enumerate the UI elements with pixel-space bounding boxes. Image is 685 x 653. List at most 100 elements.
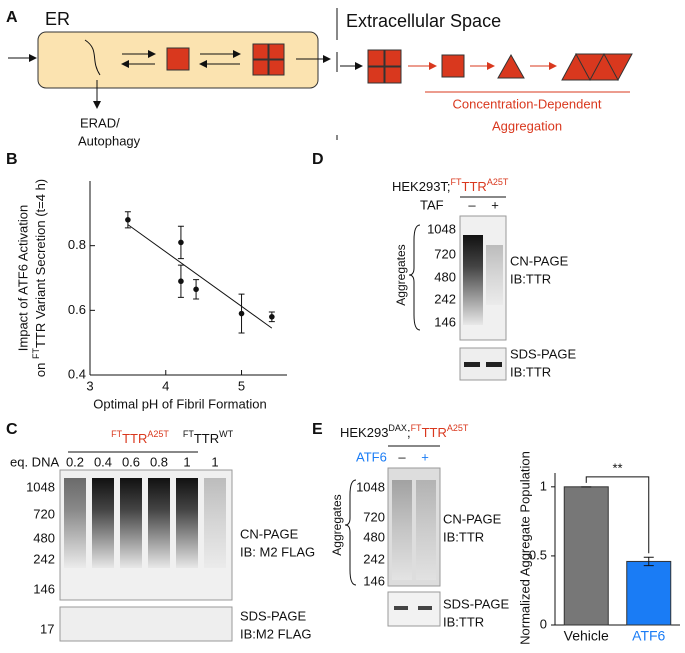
brace — [408, 224, 421, 331]
monomer — [166, 47, 190, 71]
superscript: FT — [451, 177, 462, 187]
marker: 720 — [33, 506, 55, 521]
superscript: FT — [411, 423, 422, 433]
point — [178, 239, 184, 246]
lane-label: 0.4 — [94, 454, 112, 469]
lane-label: 1 — [211, 454, 218, 469]
gel-label: SDS-PAGE — [510, 346, 577, 361]
aggregate — [561, 52, 633, 82]
treatment: ATF6 — [356, 449, 387, 464]
gel-label: IB:TTR — [510, 271, 551, 286]
panel-label: A — [6, 9, 18, 26]
brace — [344, 479, 357, 586]
construct-name: TTR — [462, 179, 487, 194]
panel-c: C FTTTRA25T FTTTRWT eq. DNA 0.2 0.4 0.6 0.8… — [6, 421, 315, 642]
aggregates-label: Aggregates — [330, 494, 344, 555]
y-tick-label: 1 — [540, 478, 547, 493]
marker: 720 — [434, 246, 456, 261]
aggregates-label: Aggregates — [394, 244, 408, 305]
band — [486, 362, 502, 367]
tetramer — [367, 49, 402, 84]
panel-label: E — [312, 421, 323, 438]
gel-label: IB:TTR — [443, 529, 484, 544]
y-tick-label: 0.4 — [68, 366, 86, 381]
y-tick-label: 0.8 — [68, 237, 86, 252]
misfolded — [497, 53, 525, 79]
marker: 146 — [33, 581, 55, 596]
gel — [59, 606, 233, 642]
x-axis-label: Optimal pH of Fibril Formation — [93, 396, 266, 411]
marker: 1048 — [26, 479, 55, 494]
lane-label: 0.8 — [150, 454, 168, 469]
band — [418, 606, 432, 610]
cell-name: HEK293 — [340, 425, 388, 440]
gel-lane — [392, 480, 412, 580]
gel-lane — [92, 478, 114, 568]
gel-label: CN-PAGE — [240, 526, 299, 541]
superscript: A25T — [487, 177, 509, 187]
lane-label: 0.6 — [122, 454, 140, 469]
superscript: A25T — [147, 429, 169, 439]
construct: FTTTRA25T — [111, 429, 169, 446]
marker: 1048 — [356, 479, 385, 494]
gel-label: CN-PAGE — [510, 253, 569, 268]
gel-lane — [463, 235, 483, 325]
gel-lane — [204, 478, 226, 568]
marker: 146 — [434, 314, 456, 329]
erad-label: Autophagy — [78, 133, 141, 148]
note: Aggregation — [492, 118, 562, 133]
gel-label: SDS-PAGE — [240, 608, 307, 623]
superscript: FT — [183, 429, 194, 439]
marker: 17 — [40, 621, 54, 636]
construct-name: TTR — [422, 425, 447, 440]
significance: ** — [612, 460, 622, 475]
x-tick-label: 3 — [86, 378, 93, 393]
unfolded-protein — [84, 39, 101, 76]
marker: 480 — [363, 529, 385, 544]
cell-line: HEK293T;FTTTRA25T — [392, 177, 509, 194]
marker: 480 — [33, 530, 55, 545]
tetramer — [252, 43, 285, 76]
extracellular-label: Extracellular Space — [346, 11, 501, 31]
point — [125, 217, 131, 223]
marker: 242 — [434, 291, 456, 306]
y-axis-label: Normalized Aggregate Population — [517, 451, 532, 645]
lane-label: 1 — [183, 454, 190, 469]
construct-name: TTR — [194, 431, 219, 446]
gel-label: CN-PAGE — [443, 511, 502, 526]
lane-label: 0.2 — [66, 454, 84, 469]
marker: 480 — [434, 269, 456, 284]
gel-lane — [486, 245, 503, 305]
fit-line — [127, 224, 273, 329]
gel-label: SDS-PAGE — [443, 596, 510, 611]
x-tick-label: 4 — [162, 378, 169, 393]
marker: 242 — [33, 551, 55, 566]
point — [238, 310, 245, 317]
lane: + — [491, 197, 499, 212]
superscript: DAX — [388, 423, 407, 433]
marker: 146 — [363, 573, 385, 588]
panel-label: B — [6, 151, 18, 168]
y-axis-label: on — [33, 359, 48, 377]
cell-line: HEK293DAX;FTTTRA25T — [340, 423, 469, 440]
er-label: ER — [45, 9, 70, 29]
panel-a: A ER ERAD/ Autophagy Extracellular Space… — [6, 8, 633, 148]
marker: 1048 — [427, 221, 456, 236]
superscript: WT — [219, 429, 233, 439]
y-tick-label: 0.5 — [529, 547, 547, 562]
gel-label: IB:TTR — [443, 614, 484, 629]
erad-label: ERAD/ — [80, 115, 120, 130]
x-tick-label: ATF6 — [632, 628, 665, 644]
y-axis-label: Impact of ATF6 Activation — [15, 205, 30, 351]
superscript: FT — [31, 348, 41, 359]
y-tick-label: 0 — [540, 616, 547, 631]
panel-d: D HEK293T;FTTTRA25T TAF – + 1048 720 480 24… — [312, 151, 577, 381]
y-tick-label: 0.6 — [68, 302, 86, 317]
error-bar — [643, 556, 654, 567]
cell-name: ; — [407, 425, 411, 440]
monomer — [441, 54, 465, 78]
gel-lane — [64, 478, 86, 568]
point — [193, 286, 199, 293]
construct-name: TTR — [122, 431, 147, 446]
gel-label: IB:M2 FLAG — [240, 626, 312, 641]
